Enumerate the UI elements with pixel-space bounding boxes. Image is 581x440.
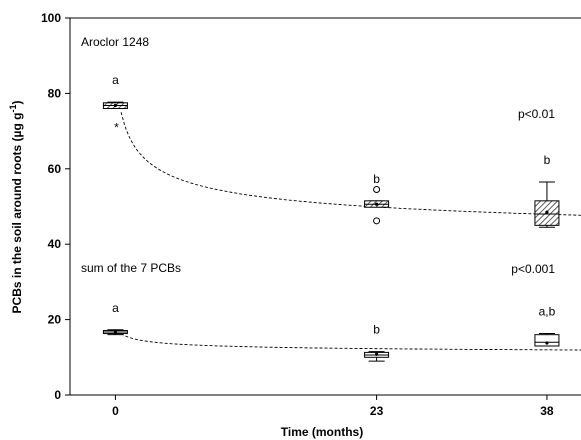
y-tick-label: 20 (48, 313, 62, 327)
box: *a (102, 73, 128, 135)
y-tick-label: 40 (48, 237, 62, 251)
box: b (364, 172, 390, 225)
y-axis-ticks: 0 20 40 60 80 100 (41, 11, 70, 402)
box-iqr (534, 334, 560, 347)
mean-point (113, 330, 118, 334)
fit-curves (120, 112, 581, 351)
y-tick-label: 0 (54, 388, 61, 402)
y-tick-label: 100 (41, 11, 61, 25)
box: b (534, 153, 560, 228)
mean-point (545, 341, 549, 345)
significance-letter: a (112, 301, 119, 315)
extreme-point: * (114, 121, 119, 135)
series-name: Aroclor 1248 (81, 35, 149, 49)
plot-frame (69, 17, 581, 396)
fit-curve (120, 333, 581, 351)
mean-point (113, 103, 118, 108)
significance-letter: a (112, 73, 119, 87)
outlier-point (373, 186, 381, 194)
significance-letter: a,b (539, 305, 556, 319)
outlier-point (373, 217, 381, 225)
mean-point (545, 210, 549, 214)
significance-letter: b (544, 153, 551, 167)
y-axis-title: PCBs in the soil around roots (µg g-1) (8, 101, 24, 314)
fit-curve (120, 112, 581, 216)
y-tick-label: 60 (48, 162, 62, 176)
series-name: sum of the 7 PCBs (81, 261, 181, 275)
x-axis-ticks: 0 23 38 (112, 395, 554, 418)
box: b (364, 323, 390, 362)
p-value: p<0.001 (511, 262, 555, 276)
significance-letter: b (373, 323, 380, 337)
box: a (102, 301, 128, 336)
mean-point (375, 202, 379, 206)
significance-letter: b (373, 172, 380, 186)
x-tick-label: 38 (540, 404, 554, 418)
mean-point (375, 352, 379, 356)
x-axis-title: Time (months) (281, 425, 363, 439)
annotations: Aroclor 1248 p<0.01 sum of the 7 PCBs p<0.0… (81, 35, 555, 276)
box: a,b (534, 305, 560, 347)
p-value: p<0.01 (518, 107, 555, 121)
x-tick-label: 23 (370, 404, 384, 418)
y-tick-label: 80 (48, 86, 62, 100)
x-tick-label: 0 (112, 404, 119, 418)
